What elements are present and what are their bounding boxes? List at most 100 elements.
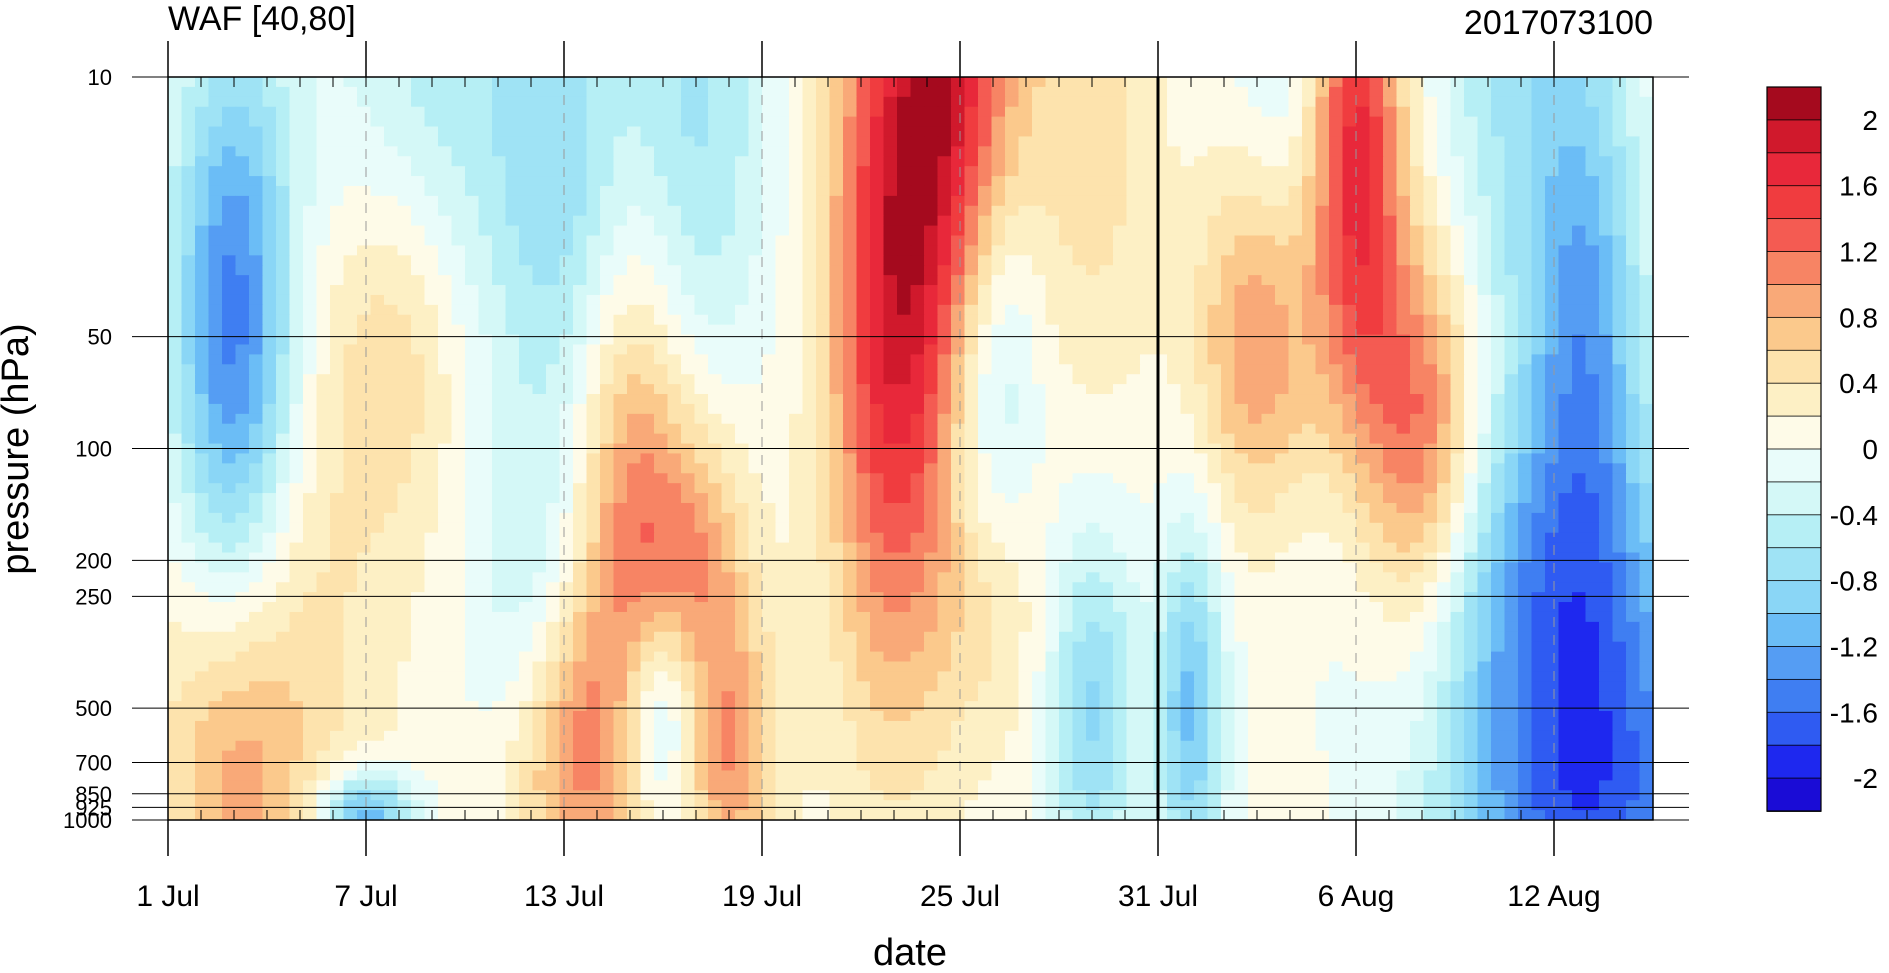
field-cell	[343, 116, 358, 128]
field-cell	[708, 364, 723, 375]
field-cell	[775, 275, 790, 286]
field-cell	[1126, 314, 1141, 326]
field-cell	[276, 294, 291, 306]
field-cell	[1423, 146, 1438, 157]
field-cell	[1099, 275, 1114, 286]
field-cell	[1423, 275, 1438, 286]
field-cell	[1032, 463, 1047, 474]
field-cell	[1045, 77, 1060, 88]
field-cell	[424, 215, 439, 227]
field-cell	[1018, 215, 1033, 227]
field-cell	[1558, 394, 1573, 405]
field-cell	[1302, 77, 1317, 88]
field-cell	[222, 146, 237, 157]
field-cell	[1572, 324, 1587, 336]
field-cell	[1545, 413, 1560, 425]
field-cell	[681, 225, 696, 237]
field-cell	[1450, 324, 1465, 336]
field-cell	[883, 334, 898, 346]
field-cell	[1045, 473, 1060, 484]
field-cell	[1437, 255, 1452, 266]
field-cell	[1599, 86, 1614, 98]
field-cell	[1248, 146, 1263, 157]
field-cell	[600, 245, 615, 256]
field-cell	[627, 413, 642, 425]
field-cell	[505, 166, 520, 177]
field-cell	[1207, 195, 1222, 207]
field-cell	[195, 235, 210, 247]
field-cell	[1167, 413, 1182, 425]
field-cell	[1437, 413, 1452, 425]
field-cell	[735, 96, 750, 108]
field-cell	[168, 77, 183, 88]
field-cell	[438, 86, 453, 98]
field-cell	[1113, 166, 1128, 177]
field-cell	[1167, 245, 1182, 256]
field-cell	[1315, 453, 1330, 464]
field-cell	[721, 324, 736, 336]
field-cell	[1045, 265, 1060, 276]
field-cell	[478, 522, 493, 534]
field-cell	[1518, 176, 1533, 187]
field-cell	[289, 275, 304, 286]
field-cell	[438, 364, 453, 375]
field-cell	[1086, 156, 1101, 167]
field-cell	[222, 364, 237, 375]
field-cell	[735, 77, 750, 88]
field-cell	[681, 512, 696, 524]
field-cell	[1221, 314, 1236, 326]
field-cell	[532, 126, 547, 138]
field-cell	[600, 324, 615, 336]
field-cell	[1545, 314, 1560, 326]
field-cell	[1086, 245, 1101, 256]
field-cell	[208, 324, 223, 336]
field-cell	[1572, 483, 1587, 494]
field-cell	[546, 285, 561, 296]
field-cell	[262, 324, 277, 336]
field-cell	[654, 146, 669, 157]
field-cell	[1207, 275, 1222, 286]
field-cell	[208, 512, 223, 524]
field-cell	[897, 304, 912, 316]
field-cell	[991, 205, 1006, 217]
field-cell	[1194, 294, 1209, 306]
field-cell	[1585, 473, 1600, 484]
field-cell	[1356, 106, 1371, 118]
field-cell	[1369, 285, 1384, 296]
field-cell	[1369, 453, 1384, 464]
field-cell	[1383, 235, 1398, 247]
field-cell	[613, 106, 628, 118]
field-cell	[802, 294, 817, 306]
field-cell	[1167, 77, 1182, 88]
field-cell	[303, 324, 318, 336]
field-cell	[1099, 185, 1114, 197]
field-cell	[1099, 304, 1114, 316]
field-cell	[195, 265, 210, 276]
field-cell	[897, 255, 912, 266]
field-cell	[1288, 156, 1303, 167]
field-cell	[249, 512, 264, 524]
field-cell	[519, 245, 534, 256]
field-cell	[1018, 146, 1033, 157]
field-cell	[1572, 354, 1587, 365]
field-cell	[316, 433, 331, 445]
field-cell	[1464, 146, 1479, 157]
field-cell	[1450, 106, 1465, 118]
field-cell	[1018, 225, 1033, 237]
field-cell	[573, 215, 588, 227]
field-cell	[1315, 176, 1330, 187]
field-cell	[1180, 473, 1195, 484]
field-cell	[1261, 275, 1276, 286]
field-cell	[519, 116, 534, 128]
field-cell	[1261, 86, 1276, 98]
field-cell	[411, 285, 426, 296]
field-cell	[1275, 493, 1290, 504]
field-cell	[1248, 205, 1263, 217]
field-cell	[181, 344, 196, 355]
field-cell	[424, 245, 439, 256]
field-cell	[883, 473, 898, 484]
field-cell	[1518, 483, 1533, 494]
field-cell	[1383, 512, 1398, 524]
field-cell	[546, 394, 561, 405]
field-cell	[1572, 473, 1587, 484]
